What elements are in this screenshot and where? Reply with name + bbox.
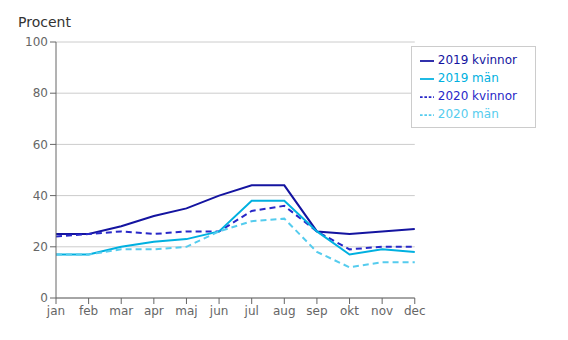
svg-text:40: 40 [33, 189, 48, 203]
svg-text:sep: sep [306, 304, 327, 318]
svg-text:60: 60 [33, 138, 48, 152]
svg-text:mar: mar [109, 304, 133, 318]
svg-text:feb: feb [79, 304, 98, 318]
svg-text:maj: maj [175, 304, 197, 318]
html-text:2020 män: 2020 män [437, 107, 499, 121]
html-text:2019 män: 2019 män [437, 71, 499, 85]
svg-text:jul: jul [244, 304, 259, 318]
svg-text:nov: nov [371, 304, 393, 318]
svg-text:aug: aug [273, 304, 296, 318]
svg-text:apr: apr [144, 304, 164, 318]
html-text:Procent: Procent [18, 14, 71, 30]
html-text:2020 kvinnor: 2020 kvinnor [437, 89, 517, 103]
svg-text:dec: dec [404, 304, 426, 318]
svg-text:okt: okt [340, 304, 359, 318]
svg-text:100: 100 [25, 35, 48, 49]
html-text:2019 kvinnor: 2019 kvinnor [437, 53, 517, 67]
svg-text:80: 80 [33, 86, 48, 100]
svg-text:0: 0 [40, 291, 48, 305]
svg-text:jan: jan [46, 304, 65, 318]
svg-text:jun: jun [209, 304, 229, 318]
svg-text:20: 20 [33, 240, 48, 254]
